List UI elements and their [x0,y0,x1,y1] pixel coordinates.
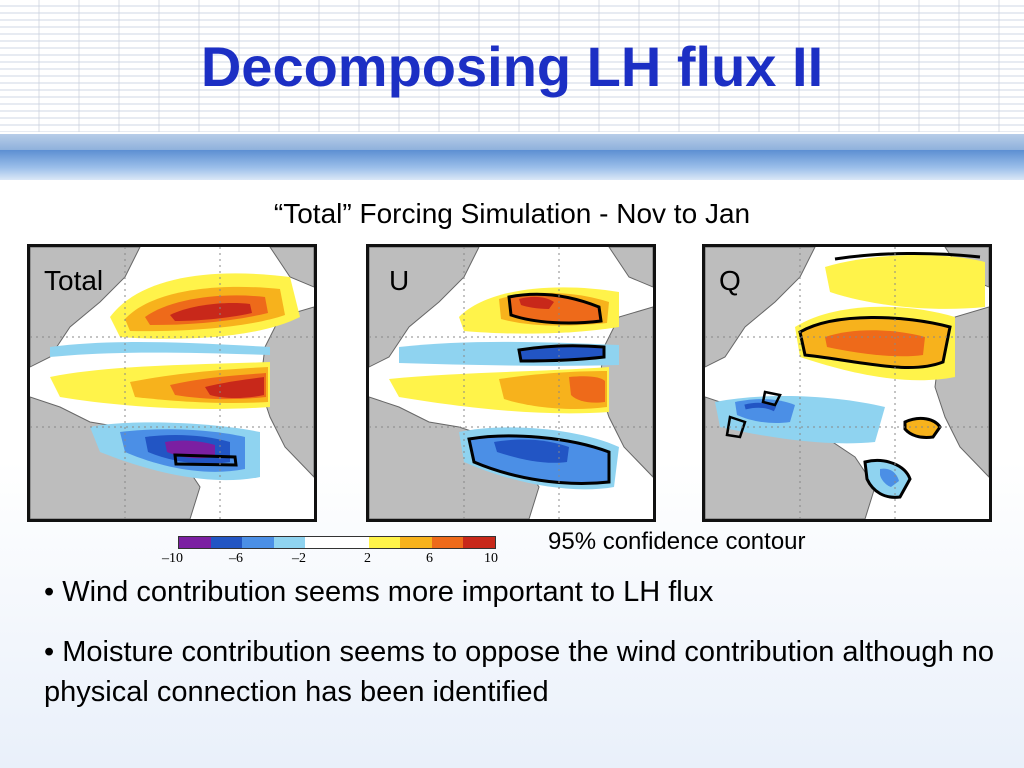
colorbar-swatch [273,537,306,548]
colorbar-tick: –2 [292,551,306,566]
colorbar-swatch [305,537,337,548]
confidence-contour-note: 95% confidence contour [548,528,806,555]
colorbar-tick: –6 [229,551,243,566]
colorbar-swatch [210,537,243,548]
colorbar [178,536,496,549]
panel-label-u: U [389,265,410,296]
figure-subtitle: “Total” Forcing Simulation - Nov to Jan [273,198,751,229]
bullet-wind: • Wind contribution seems more important… [44,576,714,608]
colorbar-tick: 6 [426,551,433,566]
panel-label-total: Total [44,265,104,296]
map-panel-total: Total [27,244,317,522]
colorbar-swatch [400,537,432,548]
map-panel-q: Q [702,244,992,522]
map-u [369,247,653,519]
header-band [0,0,1024,132]
colorbar-tick: 10 [484,551,498,566]
colorbar-swatch [179,537,211,548]
map-total [30,247,314,519]
bullet-moisture: • Moisture contribution seems to oppose … [44,636,995,708]
map-q [705,247,989,519]
map-panel-u: U [366,244,656,522]
colorbar-swatch [368,537,401,548]
colorbar-swatch [463,537,495,548]
colorbar-tick: –10 [162,551,183,566]
colorbar-swatch [336,537,369,548]
colorbar-swatch [431,537,464,548]
header-divider-light [0,134,1024,150]
colorbar-swatch [242,537,274,548]
header-divider-blue [0,150,1024,180]
colorbar-tick: 2 [364,551,371,566]
panel-label-q: Q [719,265,741,296]
slide-title: Decomposing LH flux II [200,35,824,98]
